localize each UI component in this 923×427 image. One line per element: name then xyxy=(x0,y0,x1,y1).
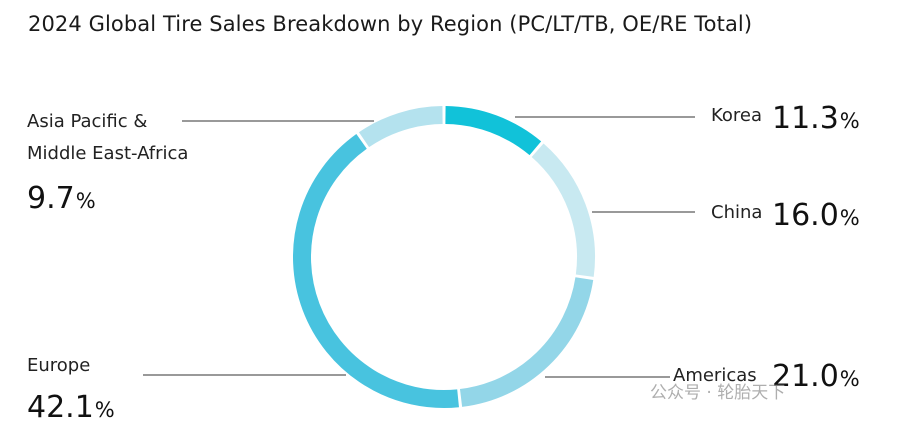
value-korea-number: 11.3 xyxy=(772,101,839,136)
donut-slice-korea xyxy=(445,106,542,156)
label-europe: Europe xyxy=(27,355,91,376)
percent-sign: % xyxy=(839,109,860,133)
label-apmea-line2: Middle East-Africa xyxy=(27,143,189,164)
label-korea: Korea xyxy=(711,105,763,126)
value-americas: 21.0% xyxy=(772,360,860,396)
percent-sign: % xyxy=(75,189,96,213)
value-americas-number: 21.0 xyxy=(772,359,839,394)
chart-title: 2024 Global Tire Sales Breakdown by Regi… xyxy=(28,12,753,36)
percent-sign: % xyxy=(94,398,115,422)
value-korea: 11.3% xyxy=(772,102,860,138)
percent-sign: % xyxy=(839,206,860,230)
value-china: 16.0% xyxy=(772,199,860,235)
label-apmea-line1: Asia Pacific & xyxy=(27,111,148,132)
label-china: China xyxy=(711,202,763,223)
label-americas: Americas xyxy=(673,365,757,386)
value-europe-number: 42.1 xyxy=(27,390,94,425)
donut-slice-asia-pacific-middle-east-africa xyxy=(358,106,443,148)
value-apmea-number: 9.7 xyxy=(27,181,75,216)
percent-sign: % xyxy=(839,367,860,391)
watermark-text: 公众号 · 轮胎天下 xyxy=(650,383,786,403)
value-europe: 42.1% xyxy=(27,391,115,427)
donut-slice-china xyxy=(531,143,595,277)
value-china-number: 16.0 xyxy=(772,198,839,233)
value-apmea: 9.7% xyxy=(27,182,96,218)
donut-slice-europe xyxy=(293,134,459,408)
donut-slice-americas xyxy=(459,277,594,407)
